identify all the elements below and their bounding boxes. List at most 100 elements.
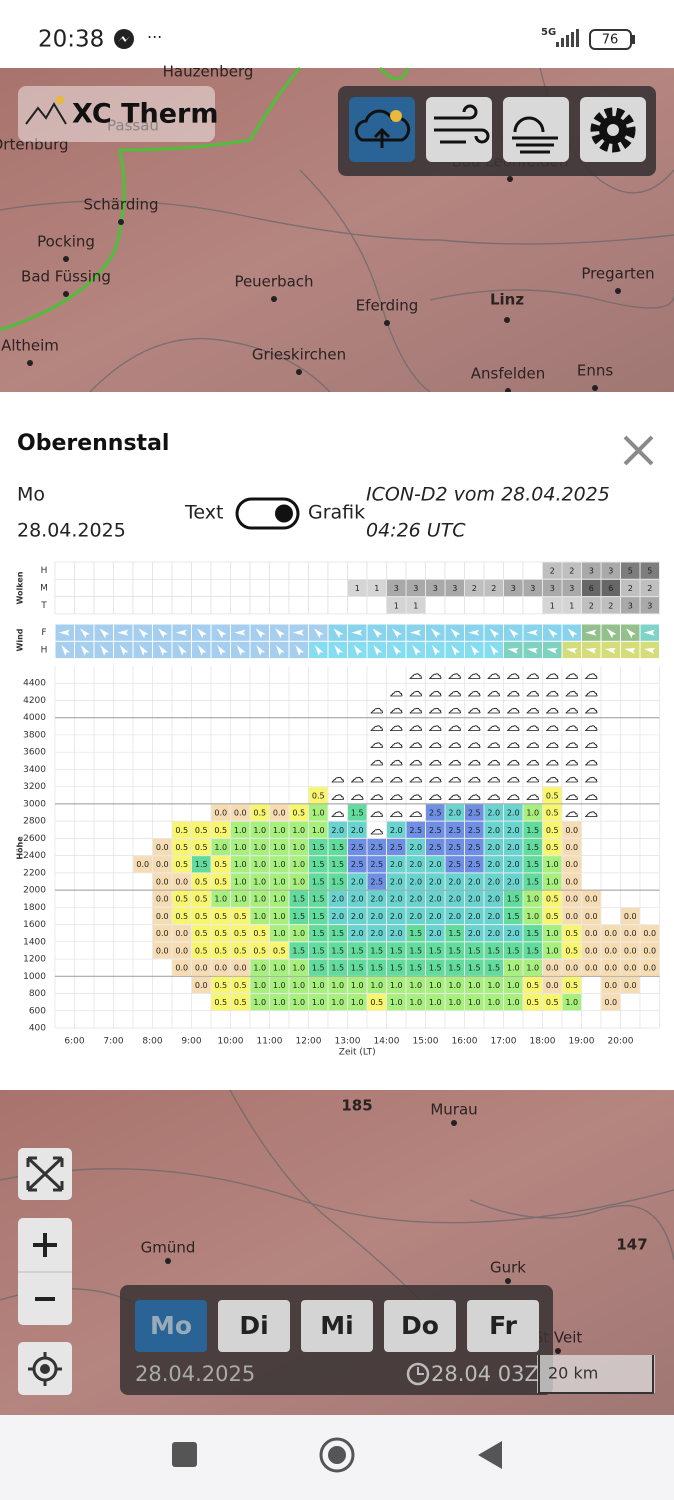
cloud-symbol: ☁ xyxy=(526,668,539,683)
thermal-value: 1.0 xyxy=(234,860,247,869)
thermal-value: 2.0 xyxy=(448,809,461,818)
thermal-value: 1.0 xyxy=(351,981,364,990)
cloud-symbol: ☁ xyxy=(546,737,559,752)
thermal-cell xyxy=(523,976,542,994)
thermal-cell xyxy=(231,925,250,942)
day-button[interactable] xyxy=(467,1300,539,1352)
zoom-in[interactable] xyxy=(33,1233,57,1257)
thermal-cell xyxy=(562,873,581,890)
thermal-cell xyxy=(445,942,464,959)
cloud-symbol: ☁ xyxy=(370,788,383,803)
thermal-cell xyxy=(387,856,406,873)
thermal-value: 1.0 xyxy=(468,998,481,1007)
cloud-value: 3 xyxy=(433,584,438,593)
thermal-cell xyxy=(270,907,289,925)
cloud-fill xyxy=(367,579,386,597)
thermal-cell xyxy=(192,925,211,942)
thermal-value: 2.0 xyxy=(468,912,481,921)
cloud-value: 2 xyxy=(569,567,574,576)
thermal-cell xyxy=(387,925,406,942)
cloud-symbol: ☁ xyxy=(370,754,383,769)
thermal-cell xyxy=(426,838,445,856)
wind-arrow xyxy=(565,647,578,654)
thermal-cell xyxy=(387,821,406,838)
cloud-cell xyxy=(191,578,212,597)
thermal-cell xyxy=(348,856,367,873)
day-button[interactable] xyxy=(135,1300,207,1352)
thermal-cell xyxy=(172,942,191,959)
thermal-cell xyxy=(426,856,445,873)
cloud-fill xyxy=(543,579,562,597)
thermal-value: 0.5 xyxy=(214,946,227,955)
y-tick-label: 4000 xyxy=(23,713,46,723)
thermal-cell xyxy=(289,804,308,821)
thermal-value: 0.0 xyxy=(156,929,169,938)
thermal-value: 0.5 xyxy=(214,860,227,869)
selected-date: 28.04.2025 xyxy=(135,1362,255,1386)
thermal-cell xyxy=(601,942,620,959)
thermal-cell xyxy=(484,838,503,856)
cloud-fill xyxy=(543,597,562,614)
cloud-cell xyxy=(503,561,524,580)
thermal-value: 0.5 xyxy=(273,946,286,955)
back-button[interactable] xyxy=(478,1441,502,1469)
thermal-cell xyxy=(426,907,445,925)
thermal-value: 0.0 xyxy=(604,981,617,990)
thermal-cell xyxy=(250,890,269,907)
cloud-cell xyxy=(249,561,270,580)
thermal-cell xyxy=(367,873,386,890)
x-axis-title: Zeit (LT) xyxy=(339,1048,376,1058)
day: Mo xyxy=(17,484,45,506)
wind-arrow xyxy=(489,628,500,639)
thermal-cell xyxy=(543,856,562,873)
thermal-value: 2.0 xyxy=(429,895,442,904)
thermal-value: 2.5 xyxy=(448,860,461,869)
y-tick-label: 400 xyxy=(29,1024,46,1034)
thermal-value: 2.5 xyxy=(468,843,481,852)
home-button[interactable] xyxy=(319,1437,355,1473)
thermal-cell xyxy=(309,856,328,873)
thermal-value: 1.5 xyxy=(312,877,325,886)
thermal-cell xyxy=(387,907,406,925)
thermal-value: 1.5 xyxy=(526,826,539,835)
wind-arrow xyxy=(526,629,538,636)
thermal-cell xyxy=(543,821,562,838)
wind-arrow xyxy=(585,629,597,636)
messenger-glyph xyxy=(118,36,130,42)
thermal-cell xyxy=(504,873,523,890)
thermal-value: 2.0 xyxy=(409,843,422,852)
thermal-cell xyxy=(211,976,230,994)
wind-arrow xyxy=(61,645,71,656)
thermal-cell xyxy=(523,907,542,925)
thermal-cell xyxy=(192,856,211,873)
thermal-value: 0.0 xyxy=(175,929,188,938)
thermal-cell xyxy=(484,890,503,907)
thermal-cell xyxy=(192,942,211,959)
thermal-value: 2.0 xyxy=(487,895,500,904)
thermal-value: 1.0 xyxy=(409,981,422,990)
wind-arrow xyxy=(643,629,655,636)
day-button[interactable] xyxy=(301,1300,373,1352)
wind-arrow xyxy=(178,645,188,656)
thermal-value: 0.0 xyxy=(624,981,637,990)
thermal-cell xyxy=(484,873,503,890)
cloud-symbol: ☁ xyxy=(409,737,422,752)
close-button[interactable] xyxy=(623,435,654,466)
thermal-cell xyxy=(309,890,328,907)
thermal-cell xyxy=(367,976,386,994)
thermal-value: 1.0 xyxy=(526,964,539,973)
thermal-value: 0.0 xyxy=(624,946,637,955)
thermal-value: 1.5 xyxy=(429,946,442,955)
day-button[interactable] xyxy=(218,1300,290,1352)
thermal-cell xyxy=(484,925,503,942)
thermal-cell xyxy=(543,959,562,976)
cloud-cell xyxy=(74,596,95,615)
thermal-value: 0.5 xyxy=(175,912,188,921)
layer-toolbar xyxy=(338,86,656,176)
thermal-cell xyxy=(192,907,211,925)
day-button[interactable] xyxy=(384,1300,456,1352)
cloud-cell xyxy=(152,578,173,597)
thermal-value: 0.5 xyxy=(175,826,188,835)
recents-button[interactable] xyxy=(172,1442,197,1467)
cloud-cell xyxy=(288,561,309,580)
